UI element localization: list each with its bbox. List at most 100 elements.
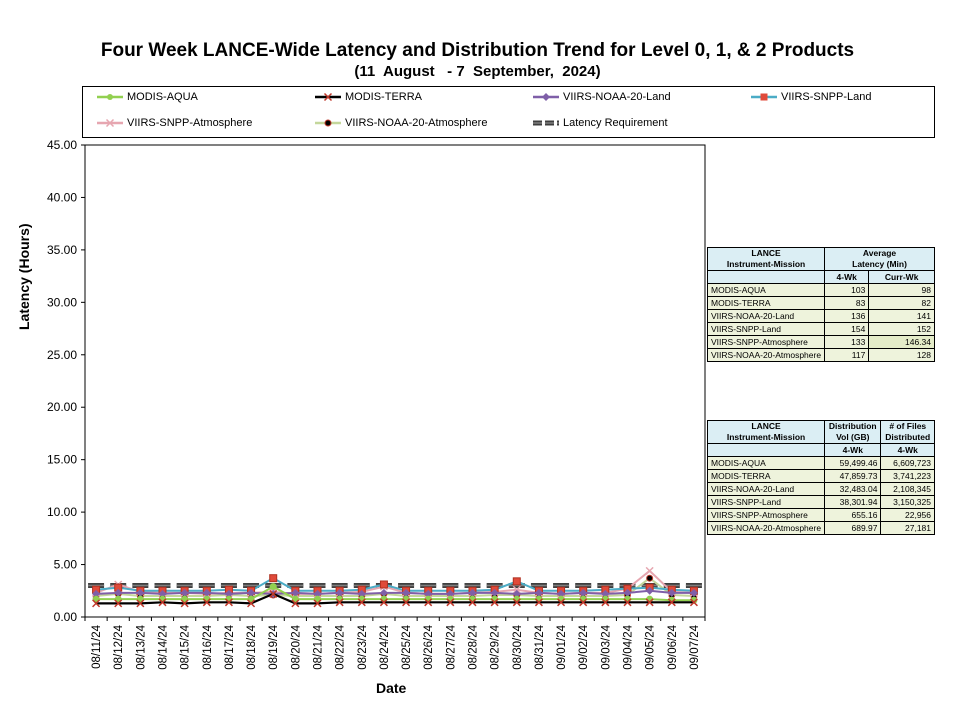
latency-table-row: MODIS-TERRA 83 82 — [706, 296, 935, 310]
dist-table-header-files: # of Files Distributed — [880, 420, 935, 444]
latency-table-value-b: 82 — [868, 296, 935, 310]
legend-entry: VIIRS-NOAA-20-Land — [531, 91, 671, 103]
series-point-viirs-noaa-20-land — [557, 589, 566, 598]
series-point-viirs-noaa-20-land — [313, 589, 322, 598]
y-tick-label: 15.00 — [47, 453, 77, 467]
x-tick-label: 08/17/24 — [224, 624, 236, 669]
latency-table-row: VIIRS-SNPP-Land 154 152 — [706, 322, 935, 336]
series-point-viirs-noaa-20-land — [667, 588, 676, 597]
legend-entry: MODIS-AQUA — [95, 91, 198, 103]
series-point-viirs-noaa-20-land — [645, 586, 654, 595]
legend-swatch-viirs-snpp-atmosphere — [97, 118, 123, 128]
series-point-viirs-noaa-20-land — [512, 589, 521, 598]
legend-label: VIIRS-SNPP-Atmosphere — [127, 117, 253, 129]
x-tick-label: 08/23/24 — [357, 624, 369, 669]
latency-table: LANCE Instrument-Mission Average Latency… — [706, 247, 935, 362]
dist-table-mission: MODIS-AQUA — [706, 456, 826, 470]
latency-table-header-avg: Average Latency (Min) — [824, 247, 935, 271]
series-point-viirs-noaa-20-land — [689, 588, 698, 597]
series-point-viirs-snpp-atmosphere — [512, 585, 521, 594]
series-point-modis-aqua — [314, 595, 321, 603]
series-point-modis-terra — [335, 598, 344, 607]
series-point-viirs-snpp-land — [269, 574, 278, 583]
latency-table-value-a: 83 — [824, 296, 870, 310]
latency-table-mission: VIIRS-SNPP-Land — [706, 322, 826, 336]
series-point-modis-terra — [446, 598, 455, 607]
series-point-modis-terra — [490, 598, 499, 607]
series-line-viirs-noaa-20-atmosphere — [95, 576, 694, 598]
dist-table-value-b: 6,609,723 — [880, 456, 935, 470]
dist-table-h5: # of Files — [889, 421, 927, 431]
legend-entry: Latency Requirement — [531, 117, 668, 129]
dist-table-row: MODIS-TERRA 47,859.73 3,741,223 — [706, 469, 935, 483]
x-tick-label: 08/31/24 — [534, 624, 546, 669]
series-point-viirs-noaa-20-land — [224, 589, 233, 598]
latency-table-value-a: 133 — [824, 335, 870, 349]
series-point-modis-terra — [645, 598, 654, 607]
series-point-modis-terra — [357, 598, 366, 607]
dist-table-value-a: 38,301.94 — [824, 495, 882, 509]
latency-table-h4: Latency (Min) — [852, 259, 907, 269]
x-tick-label: 09/06/24 — [667, 624, 679, 669]
dist-table-value-b: 22,956 — [880, 508, 935, 522]
series-point-modis-terra — [291, 599, 300, 608]
x-tick-label: 08/12/24 — [113, 624, 125, 669]
latency-table-value-a: 117 — [824, 348, 870, 362]
dist-table-h6: Distributed — [885, 432, 931, 442]
legend-label: VIIRS-SNPP-Land — [781, 91, 872, 103]
series-point-modis-terra — [534, 598, 543, 607]
dist-table-row: VIIRS-NOAA-20-Land 32,483.04 2,108,345 — [706, 482, 935, 496]
latency-table-h2: Instrument-Mission — [726, 259, 806, 269]
x-tick-label: 08/13/24 — [135, 624, 147, 669]
latency-table-value-a: 154 — [824, 322, 870, 336]
series-point-viirs-noaa-20-land — [490, 588, 499, 597]
latency-table-value-b: 141 — [868, 309, 935, 323]
series-point-viirs-noaa-20-land — [158, 589, 167, 598]
dist-table-header-mission: LANCE Instrument-Mission — [706, 420, 826, 444]
latency-table-row: VIIRS-NOAA-20-Land 136 141 — [706, 309, 935, 323]
chart-title: Four Week LANCE-Wide Latency and Distrib… — [100, 40, 855, 61]
dist-table-value-a: 655.16 — [824, 508, 882, 522]
latency-table-value-b: 98 — [868, 283, 935, 297]
series-point-modis-aqua — [114, 595, 122, 603]
dist-table-mission: MODIS-TERRA — [706, 469, 826, 483]
legend-swatch-modis-aqua — [97, 94, 123, 100]
y-axis-title: Latency (Hours) — [16, 223, 32, 330]
latency-table-row: VIIRS-NOAA-20-Atmosphere 117 128 — [706, 348, 935, 362]
series-point-modis-terra — [468, 598, 477, 607]
series-point-modis-terra — [202, 598, 211, 607]
latency-table-col-4wk: 4-Wk — [824, 270, 870, 284]
dist-table-row: MODIS-AQUA 59,499.46 6,609,723 — [706, 456, 935, 470]
x-tick-label: 08/15/24 — [180, 624, 192, 669]
x-tick-label: 09/04/24 — [623, 624, 635, 669]
legend-entry: VIIRS-SNPP-Land — [749, 91, 871, 103]
legend-entry: MODIS-TERRA — [313, 91, 422, 103]
series-point-viirs-noaa-20-land — [534, 588, 543, 597]
x-tick-label: 08/16/24 — [202, 624, 214, 669]
x-tick-label: 09/03/24 — [600, 624, 612, 669]
series-point-viirs-noaa-20-land — [424, 589, 433, 598]
x-tick-label: 08/22/24 — [335, 624, 347, 669]
latency-table-header-mission: LANCE Instrument-Mission — [706, 247, 826, 271]
legend-swatch-viirs-noaa-20-land — [533, 93, 559, 101]
dist-table-row: VIIRS-NOAA-20-Atmosphere 689.97 27,181 — [706, 521, 935, 535]
series-point-modis-terra — [379, 598, 388, 607]
dist-table-mission: VIIRS-NOAA-20-Atmosphere — [706, 521, 826, 535]
dist-table-value-b: 2,108,345 — [880, 482, 935, 496]
series-point-modis-terra — [114, 599, 123, 608]
x-tick-label: 08/24/24 — [379, 624, 391, 669]
dist-table-col-4wk-files: 4-Wk — [880, 443, 935, 457]
x-tick-label: 08/29/24 — [490, 624, 502, 669]
series-point-viirs-noaa-20-land — [335, 588, 344, 597]
series-point-viirs-noaa-20-land — [601, 589, 610, 598]
dist-table-value-a: 689.97 — [824, 521, 882, 535]
series-point-viirs-noaa-20-land — [180, 588, 189, 597]
x-axis-title: Date — [376, 680, 407, 696]
series-point-modis-terra — [601, 598, 610, 607]
series-point-modis-terra — [269, 589, 278, 598]
legend-label: VIIRS-NOAA-20-Atmosphere — [345, 117, 488, 129]
series-point-modis-terra — [224, 598, 233, 607]
series-point-viirs-noaa-20-land — [623, 588, 632, 597]
y-tick-label: 40.00 — [47, 190, 77, 204]
